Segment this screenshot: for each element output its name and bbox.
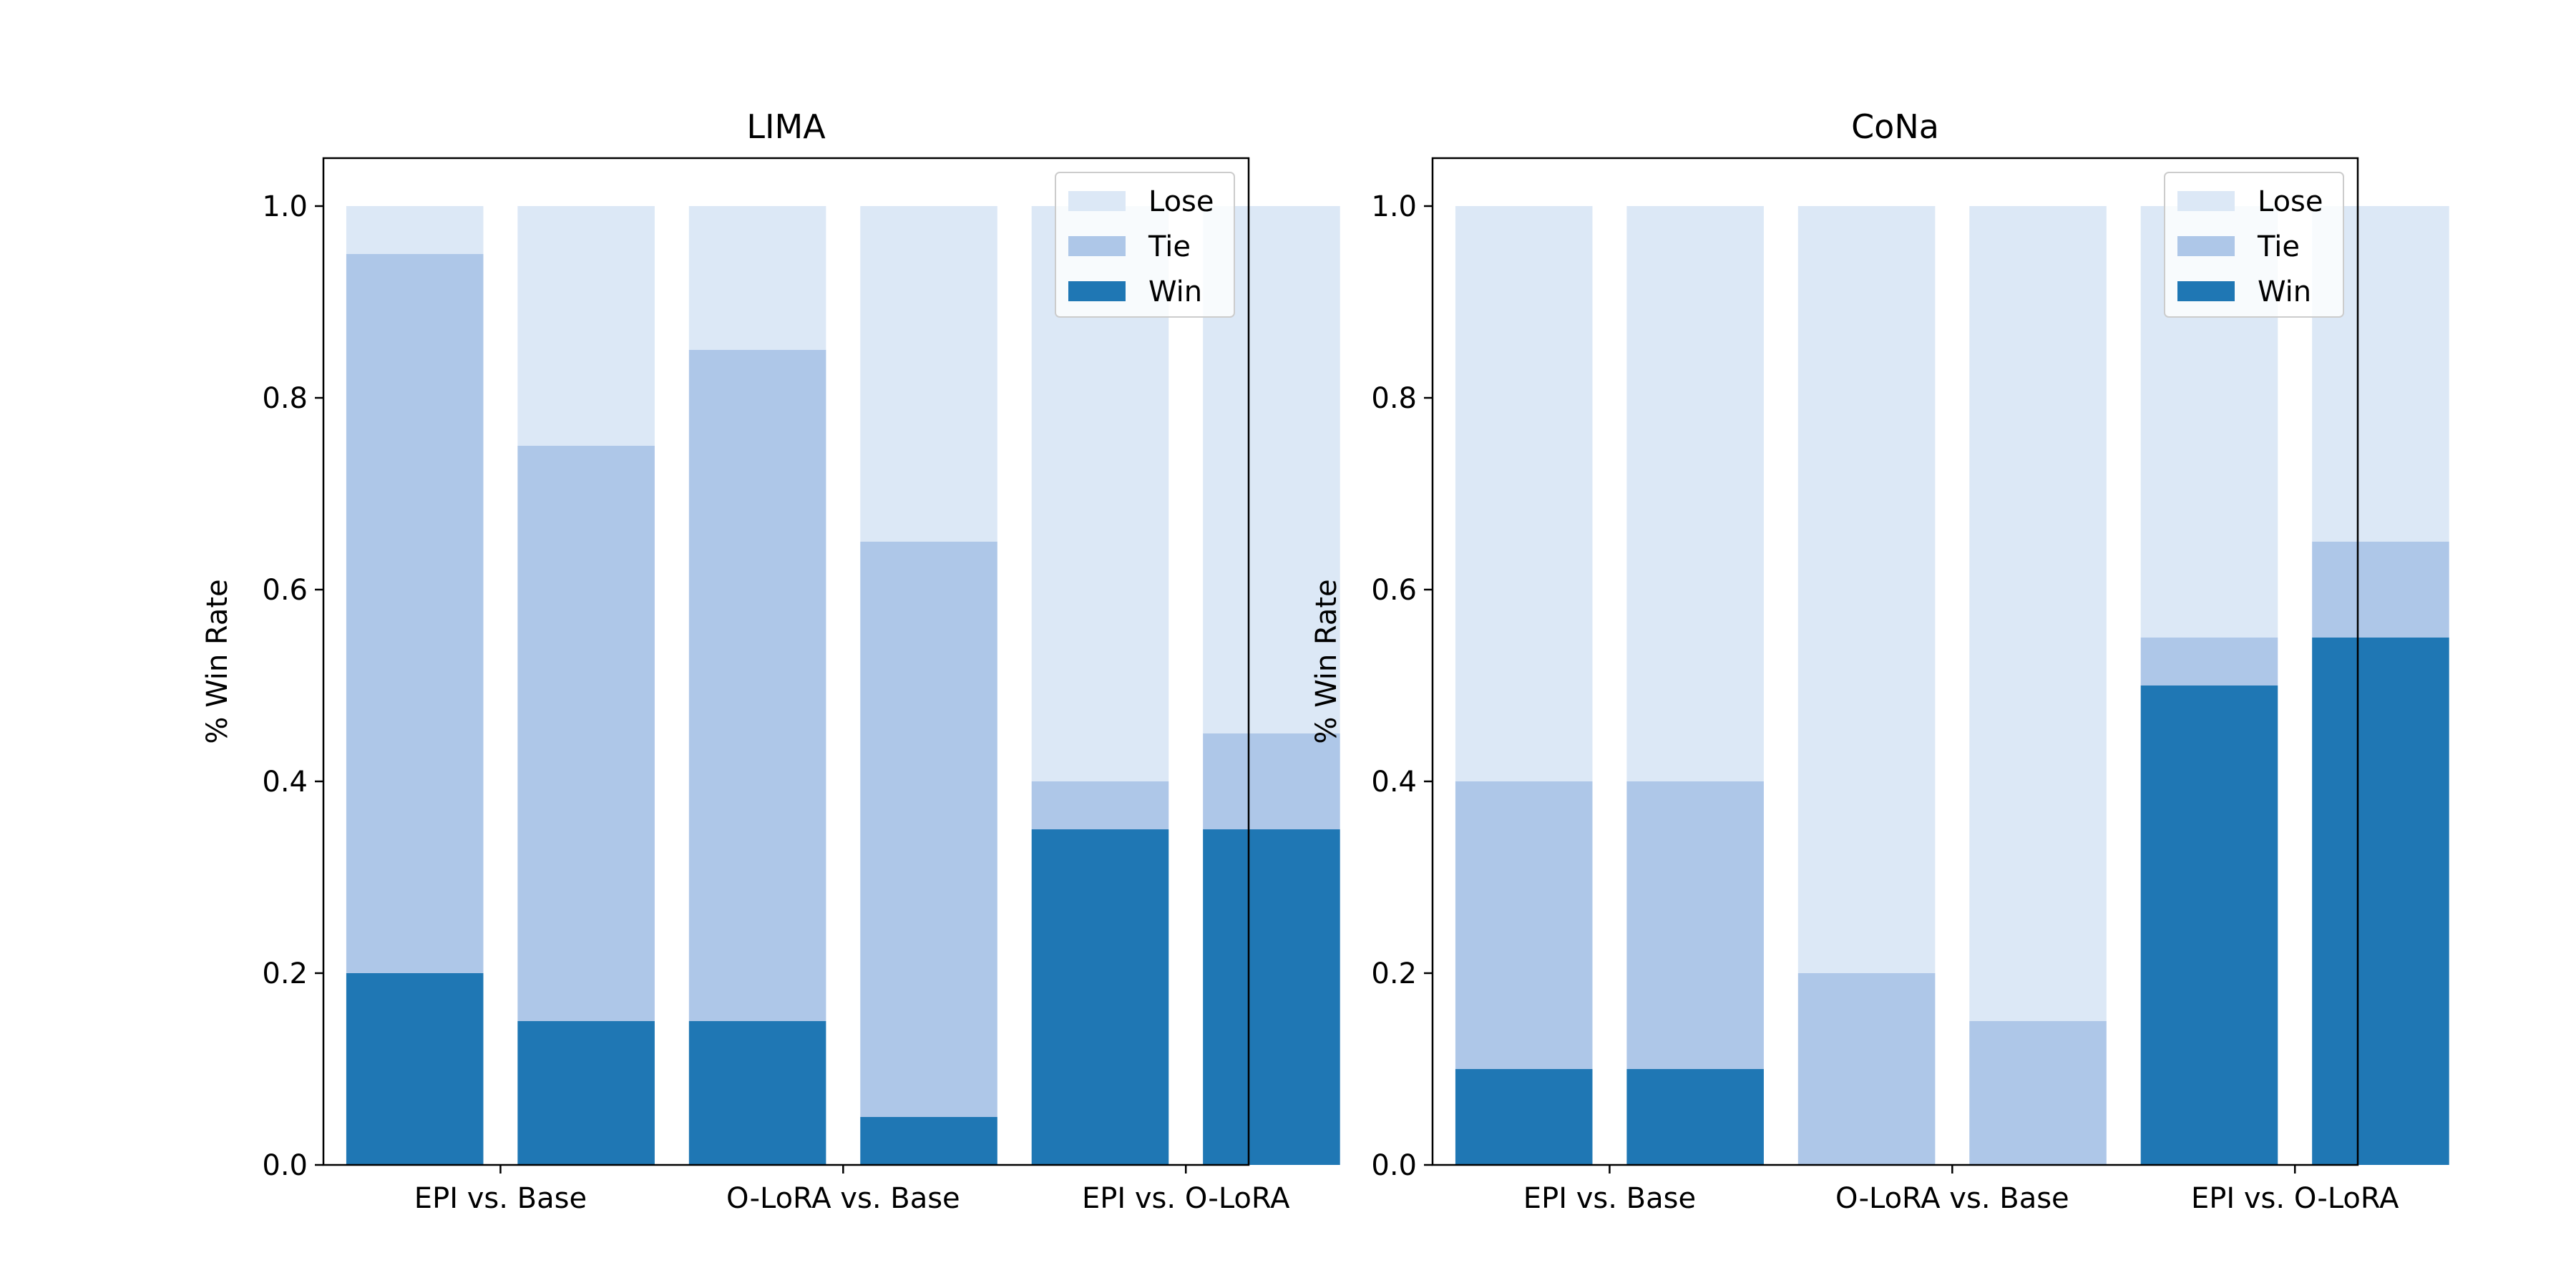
y-axis-label: % Win Rate xyxy=(1310,579,1343,743)
legend: Lose Tie Win xyxy=(2164,172,2344,318)
bar-win xyxy=(688,1021,826,1165)
x-tick-label: EPI vs. Base xyxy=(414,1182,587,1215)
legend-swatch-win xyxy=(1068,281,1126,301)
bar-win xyxy=(860,1117,997,1165)
x-tick-label: EPI vs. O-LoRA xyxy=(1082,1182,1290,1215)
y-axis-label: % Win Rate xyxy=(201,579,234,743)
legend: Lose Tie Win xyxy=(1055,172,1235,318)
y-tick-label: 0.2 xyxy=(1371,957,1417,990)
legend-swatch-lose xyxy=(1068,191,1126,211)
x-tick-label: O-LoRA vs. Base xyxy=(1835,1182,2069,1215)
bar-lose xyxy=(688,206,826,350)
chart-panel-cona: 0.0 0.2 0.4 0.6 0.8 1.0 EPI vs. Base O-LoRA vs.… xyxy=(1310,107,2449,1215)
bar-lose xyxy=(1797,206,1936,973)
bar-tie xyxy=(860,542,997,1117)
bar-lose xyxy=(517,206,655,446)
bar-win xyxy=(517,1021,655,1165)
legend-label-win: Win xyxy=(1148,275,1202,308)
bar-lose xyxy=(860,206,997,542)
x-tick-label: O-LoRA vs. Base xyxy=(726,1182,960,1215)
legend-swatch-lose xyxy=(2177,191,2235,211)
y-tick-label: 0.8 xyxy=(1371,382,1417,415)
bar-win xyxy=(1626,1069,1764,1165)
x-tick-label: EPI vs. O-LoRA xyxy=(2191,1182,2399,1215)
chart-title: CoNa xyxy=(1851,107,1939,146)
bar-win xyxy=(1455,1069,1593,1165)
legend-label-tie: Tie xyxy=(2257,230,2300,263)
x-tick-label: EPI vs. Base xyxy=(1523,1182,1696,1215)
legend-label-tie: Tie xyxy=(1148,230,1191,263)
y-tick-label: 0.0 xyxy=(262,1149,308,1182)
bar-tie xyxy=(1797,973,1936,1165)
axes-frame xyxy=(1431,157,2359,1166)
bar-win xyxy=(346,973,484,1165)
legend-label-lose: Lose xyxy=(2258,185,2323,218)
bar-tie xyxy=(1031,781,1169,829)
legend-label-lose: Lose xyxy=(1148,185,1214,218)
bar-lose xyxy=(1455,206,1593,781)
bar-tie xyxy=(1626,781,1764,1069)
chart-panel-lima: 0.0 0.2 0.4 0.6 0.8 1.0 EPI vs. Base O-LoRA vs.… xyxy=(201,107,1340,1215)
bar-win xyxy=(2140,686,2278,1165)
legend-swatch-tie xyxy=(2177,236,2235,256)
bar-tie xyxy=(1203,733,1340,829)
y-tick-label: 1.0 xyxy=(1371,190,1417,223)
y-tick-label: 0.6 xyxy=(1371,574,1417,607)
y-tick-label: 1.0 xyxy=(262,190,308,223)
y-tick-label: 0.4 xyxy=(1371,766,1417,799)
legend-label-win: Win xyxy=(2258,275,2311,308)
bar-lose xyxy=(1626,206,1764,781)
bar-tie xyxy=(517,446,655,1021)
bar-win xyxy=(1031,829,1169,1165)
bar-tie xyxy=(1455,781,1593,1069)
bar-lose xyxy=(346,206,484,254)
bar-lose xyxy=(1969,206,2107,1021)
bar-tie xyxy=(1969,1021,2107,1165)
legend-swatch-win xyxy=(2177,281,2235,301)
bar-tie xyxy=(346,254,484,973)
chart-title: LIMA xyxy=(746,107,826,146)
axes-frame xyxy=(322,157,1250,1166)
bar-tie xyxy=(688,350,826,1021)
y-tick-label: 0.2 xyxy=(262,957,308,990)
y-tick-label: 0.6 xyxy=(262,574,308,607)
bar-tie xyxy=(2140,638,2278,686)
y-tick-label: 0.0 xyxy=(1371,1149,1417,1182)
bar-win xyxy=(2312,638,2449,1165)
legend-swatch-tie xyxy=(1068,236,1126,256)
bar-tie xyxy=(2312,542,2449,638)
bar-win xyxy=(1203,829,1340,1165)
y-tick-label: 0.8 xyxy=(262,382,308,415)
y-tick-label: 0.4 xyxy=(262,766,308,799)
